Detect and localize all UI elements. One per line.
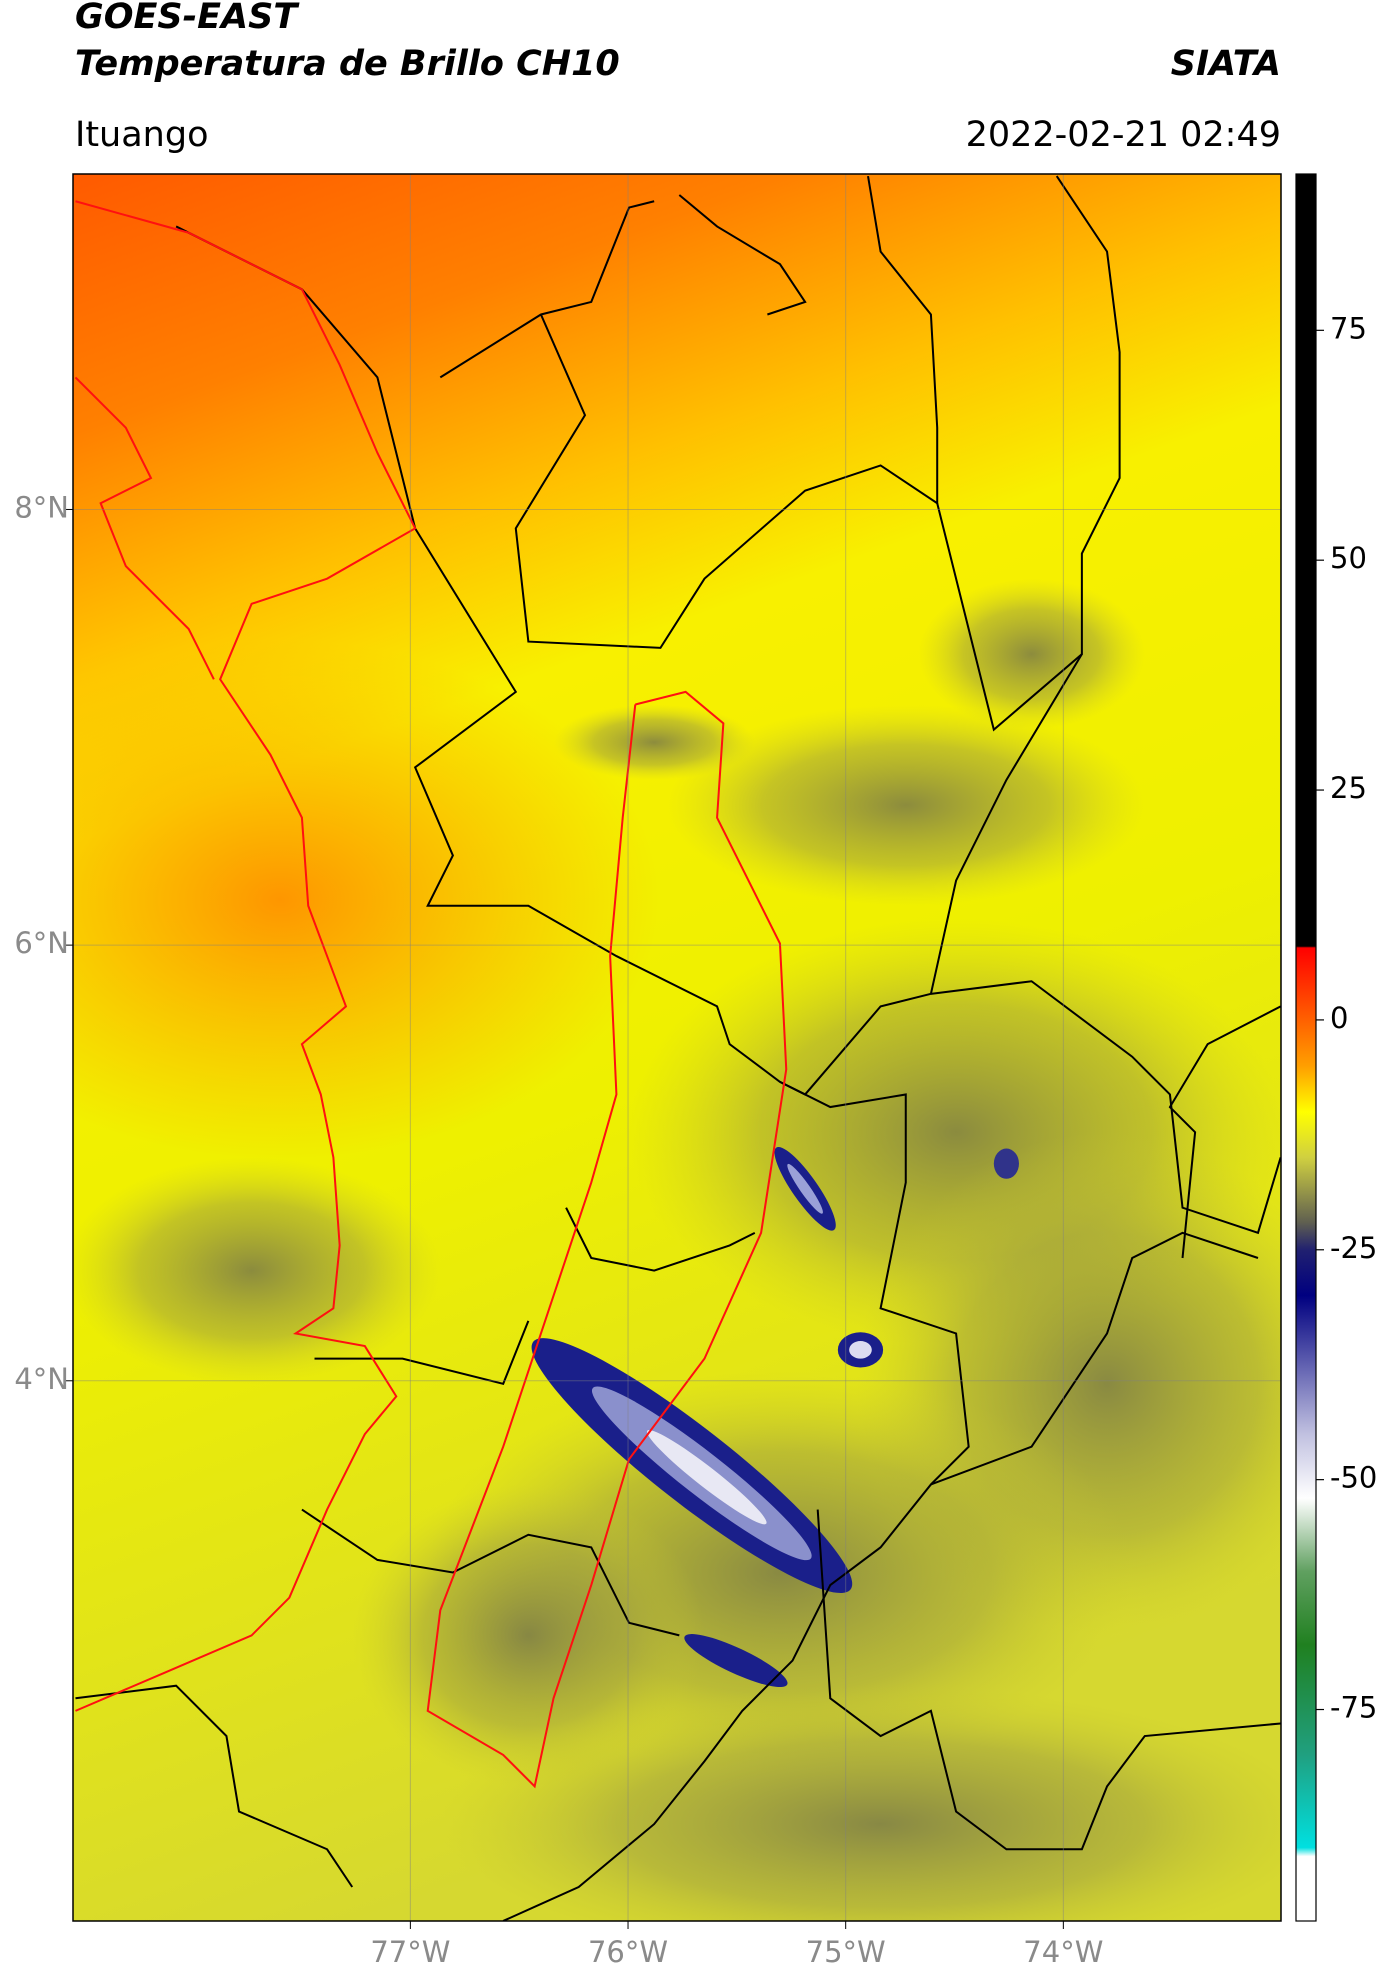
map-frame bbox=[72, 173, 1282, 1922]
colorbar bbox=[1295, 173, 1317, 1922]
colorbar-tick-label: -50 bbox=[1330, 1461, 1377, 1495]
y-tick-label: 8°N bbox=[14, 490, 69, 524]
y-tick-label: 6°N bbox=[14, 926, 69, 960]
map-image bbox=[73, 174, 1281, 1921]
x-tick-label: 75°W bbox=[806, 1935, 886, 1969]
colorbar-tick-label: 0 bbox=[1330, 1001, 1348, 1035]
colorbar-tick-label: -25 bbox=[1330, 1231, 1377, 1265]
x-tick-label: 74°W bbox=[1023, 1935, 1103, 1969]
colorbar-tick-label: 75 bbox=[1330, 311, 1367, 345]
x-tick-label: 76°W bbox=[588, 1935, 668, 1969]
subtitle: Temperatura de Brillo CH10 bbox=[75, 44, 620, 84]
x-tick-label: 77°W bbox=[370, 1935, 450, 1969]
source: SIATA bbox=[1171, 44, 1281, 84]
location: Ituango bbox=[75, 115, 209, 155]
colorbar-tick-label: 25 bbox=[1330, 771, 1367, 805]
colorbar-tick-label: -75 bbox=[1330, 1691, 1377, 1725]
y-tick-label: 4°N bbox=[14, 1362, 69, 1396]
title: GOES-EAST bbox=[75, 0, 300, 37]
datetime: 2022-02-21 02:49 bbox=[966, 115, 1281, 155]
colorbar-tick-label: 50 bbox=[1330, 541, 1367, 575]
